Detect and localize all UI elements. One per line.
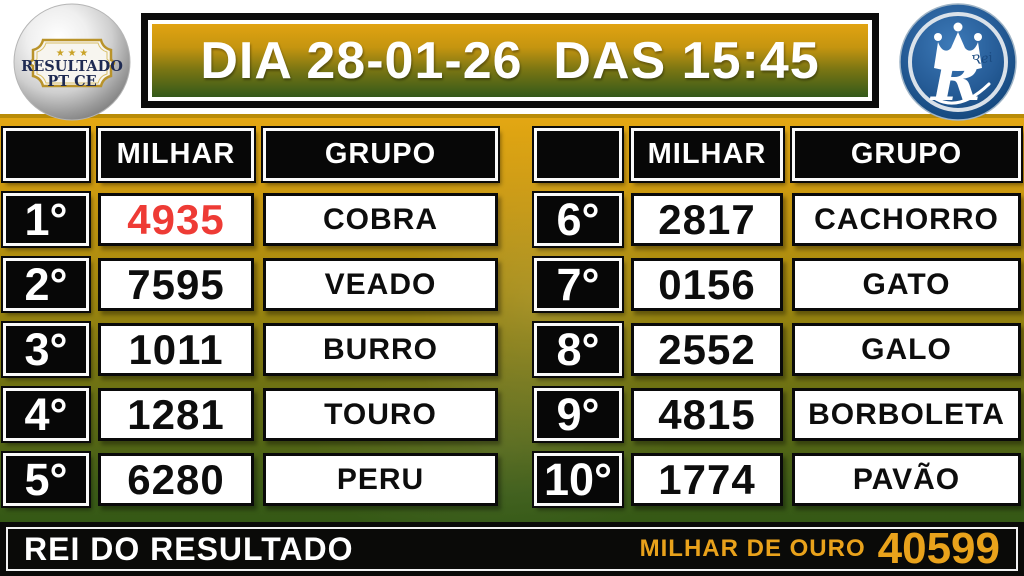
results-table-left: MILHAR GRUPO 1° 4935 COBRA 2° 7595 VEADO… — [3, 128, 498, 506]
grupo-cell: COBRA — [263, 193, 498, 246]
resultado-pt-ce-logo: ★ ★ ★ RESULTADO PT CE — [7, 2, 137, 122]
position-cell: 4° — [3, 388, 89, 441]
position-cell: 7° — [534, 258, 622, 311]
grupo-cell: GATO — [792, 258, 1021, 311]
grupo-cell: BORBOLETA — [792, 388, 1021, 441]
position-cell: 8° — [534, 323, 622, 376]
column-header-grupo: GRUPO — [263, 128, 498, 181]
position-cell: 10° — [534, 453, 622, 506]
milhar-cell: 0156 — [631, 258, 783, 311]
milhar-cell: 2552 — [631, 323, 783, 376]
column-header-milhar: MILHAR — [631, 128, 783, 181]
badge-stars: ★ ★ ★ — [56, 48, 88, 59]
header-bar-inner: DIA 28-01-26 DAS 15:45 — [148, 20, 872, 101]
logo-script-rei: Rei — [969, 50, 994, 69]
milhar-cell: 4815 — [631, 388, 783, 441]
position-cell: 6° — [534, 193, 622, 246]
milhar-de-ouro-value: 40599 — [877, 524, 1000, 573]
position-cell: 3° — [3, 323, 89, 376]
logo-letter-r: R — [929, 45, 981, 115]
corner-cell — [534, 128, 622, 181]
badge-line2: PT CE — [47, 73, 96, 90]
rei-do-resultado-logo: Rei R — [894, 2, 1022, 122]
position-cell: 5° — [3, 453, 89, 506]
grupo-cell: PAVÃO — [792, 453, 1021, 506]
milhar-cell: 1011 — [98, 323, 254, 376]
header-bar: DIA 28-01-26 DAS 15:45 — [141, 13, 879, 108]
brand-name: REI DO RESULTADO — [24, 530, 354, 567]
column-header-grupo: GRUPO — [792, 128, 1021, 181]
milhar-cell: 6280 — [98, 453, 254, 506]
footer-bar: REI DO RESULTADO MILHAR DE OURO 40599 — [0, 522, 1024, 576]
milhar-de-ouro-label: MILHAR DE OURO — [639, 535, 866, 562]
grupo-cell: CACHORRO — [792, 193, 1021, 246]
position-cell: 1° — [3, 193, 89, 246]
draw-date-time-title: DIA 28-01-26 DAS 15:45 — [200, 31, 820, 90]
milhar-de-ouro: MILHAR DE OURO 40599 — [640, 524, 1000, 574]
milhar-cell: 2817 — [631, 193, 783, 246]
grupo-cell: TOURO — [263, 388, 498, 441]
silver-sphere-badge-icon: ★ ★ ★ RESULTADO PT CE — [13, 3, 131, 121]
milhar-cell: 7595 — [98, 258, 254, 311]
position-cell: 9° — [534, 388, 622, 441]
grupo-cell: BURRO — [263, 323, 498, 376]
position-cell: 2° — [3, 258, 89, 311]
footer-bar-inner: REI DO RESULTADO MILHAR DE OURO 40599 — [6, 524, 1018, 574]
corner-cell — [3, 128, 89, 181]
grupo-cell: VEADO — [263, 258, 498, 311]
badge-line1: RESULTADO — [21, 58, 123, 75]
grupo-cell: PERU — [263, 453, 498, 506]
milhar-cell: 1774 — [631, 453, 783, 506]
milhar-cell: 4935 — [98, 193, 254, 246]
results-table-right: MILHAR GRUPO 6° 2817 CACHORRO 7° 0156 GA… — [534, 128, 1021, 506]
column-header-milhar: MILHAR — [98, 128, 254, 181]
grupo-cell: GALO — [792, 323, 1021, 376]
crown-r-icon: Rei R — [899, 3, 1017, 121]
milhar-cell: 1281 — [98, 388, 254, 441]
